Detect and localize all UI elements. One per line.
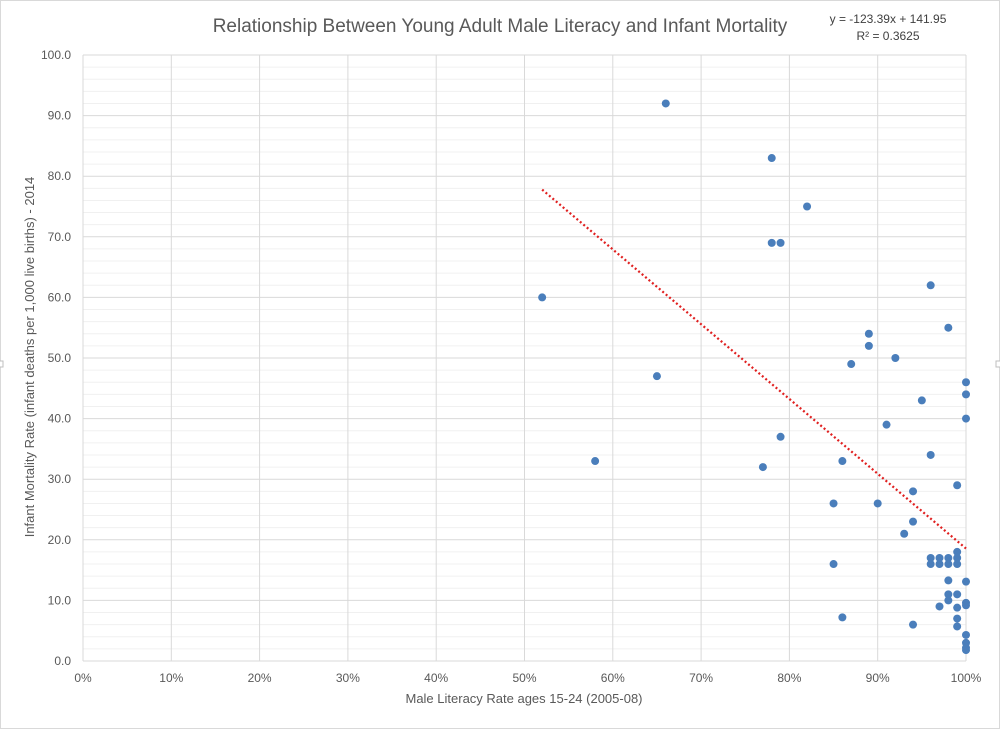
data-point [962,414,970,423]
data-point [803,202,812,211]
x-axis-label: Male Literacy Rate ages 15-24 (2005-08) [405,691,642,706]
data-point [661,99,670,108]
data-point [909,517,918,526]
data-point [926,560,935,569]
x-tick-label: 0% [74,671,92,685]
data-point [962,601,970,610]
x-tick-label: 60% [601,671,625,685]
gridlines [82,54,967,662]
x-axis-ticks: 0% 10% 20% 30% 40% 50% 60% 70% 80% 90% 100% [74,671,981,685]
trendline-group [541,188,967,550]
x-tick-label: 90% [866,671,890,685]
y-tick-label: 70.0 [48,230,72,244]
data-point [909,487,918,496]
x-tick-label: 50% [512,671,536,685]
data-point [926,281,935,290]
y-tick-label: 100.0 [41,48,71,62]
resize-handle-right[interactable] [995,360,1000,368]
data-point [944,323,953,332]
data-point [953,622,962,631]
data-point [962,646,970,655]
data-point [776,432,785,441]
data-point [538,293,547,302]
y-tick-label: 40.0 [48,412,72,426]
data-point [944,553,953,562]
data-point [847,360,856,369]
trendline [541,188,967,550]
data-point [935,560,944,569]
data-point [953,590,962,599]
data-point [776,238,785,247]
y-tick-label: 80.0 [48,169,72,183]
y-tick-label: 20.0 [48,533,72,547]
data-point [944,596,953,605]
data-point [829,499,838,508]
chart-title: Relationship Between Young Adult Male Li… [213,16,788,37]
data-point [591,457,600,466]
data-point [962,378,970,387]
data-point [953,560,962,569]
data-point [873,499,882,508]
y-tick-label: 90.0 [48,109,72,123]
data-point [944,560,953,569]
data-point [838,613,847,622]
x-tick-label: 20% [248,671,272,685]
data-point [900,529,909,538]
trendline-equation: y = -123.39x + 141.95 [830,12,947,26]
data-point [953,553,962,562]
y-tick-label: 50.0 [48,351,72,365]
data-point [838,457,847,466]
resize-handle-left[interactable] [0,360,4,368]
data-point [962,630,970,639]
data-point [926,553,935,562]
y-axis-ticks: 0.0 10.0 20.0 30.0 40.0 50.0 60.0 70.0 80.0 90.0 1… [41,48,71,668]
data-point [953,603,962,612]
data-point [882,420,891,429]
data-point [935,602,944,611]
data-point [891,354,900,362]
x-tick-label: 70% [689,671,713,685]
data-point [652,372,661,381]
data-point [944,590,953,599]
trendline-r-squared: R² = 0.3625 [856,29,919,43]
data-point [926,450,935,459]
x-tick-label: 30% [336,671,360,685]
y-tick-label: 10.0 [48,593,72,607]
data-point [953,614,962,623]
data-point [944,576,953,585]
y-tick-label: 0.0 [54,654,71,668]
data-point [864,329,873,338]
y-tick-label: 60.0 [48,290,72,304]
data-points [538,99,970,655]
data-point [935,553,944,562]
data-point [864,341,873,350]
data-point [767,154,776,163]
data-point [917,396,926,405]
data-point [953,547,962,556]
x-tick-label: 100% [951,671,982,685]
y-tick-label: 30.0 [48,472,72,486]
x-tick-label: 80% [777,671,801,685]
data-point [953,481,962,490]
y-axis-label: Infant Mortality Rate (infant deaths per… [22,177,37,538]
data-point [829,560,838,569]
data-point [962,577,970,586]
data-point [767,238,776,247]
data-point [758,463,767,472]
x-tick-label: 10% [159,671,183,685]
data-point [962,390,970,399]
data-point [909,620,918,629]
x-tick-label: 40% [424,671,448,685]
